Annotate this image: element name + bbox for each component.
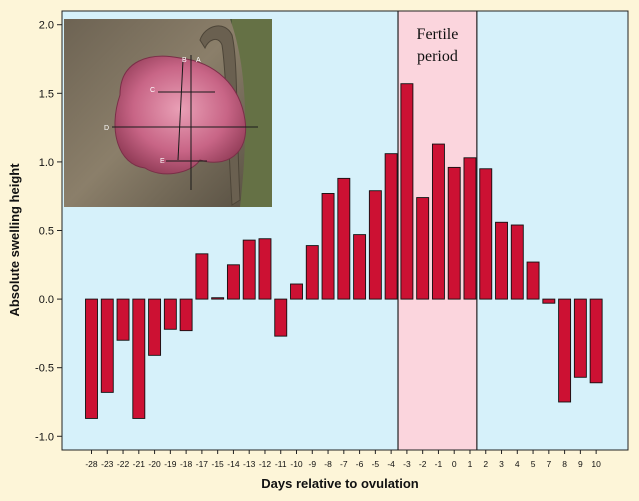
x-axis: -28 -23 -22 -21 -20 -19 -18 -17 -15 -14 -13 -12 -11-…: [85, 450, 601, 469]
bar-day--12: [258, 238, 272, 300]
bar-day--10: [290, 283, 303, 300]
photo-measure-label: E: [160, 158, 165, 165]
photo-measure-label: A: [196, 57, 201, 64]
y-tick-label: 0.0: [39, 294, 54, 306]
bar-day-1: [463, 157, 477, 300]
bar-day--13: [242, 239, 256, 300]
y-axis: 2.0 1.5 1.0 0.5 0.0 -0.5 -1.0: [35, 20, 62, 443]
bar-day--9: [305, 245, 319, 300]
x-tick-label: 5: [531, 459, 536, 469]
bar-day--8: [321, 193, 335, 300]
bar-day--3: [400, 83, 414, 300]
bar-day-9: [573, 298, 587, 378]
bar-day--14: [226, 264, 240, 300]
y-tick-label: -0.5: [35, 363, 54, 375]
bar-day--23: [100, 298, 114, 393]
bar-day--11: [274, 298, 288, 337]
bar-series: [85, 83, 603, 419]
y-axis-title: Absolute swelling height: [7, 163, 22, 317]
bar-day--21: [132, 298, 146, 419]
x-tick-label: -1: [435, 459, 443, 469]
x-tick-label: -14: [227, 459, 240, 469]
bar-day--1: [431, 143, 445, 300]
x-tick-label: 7: [546, 459, 551, 469]
x-tick-label: 2: [483, 459, 488, 469]
x-tick-label: 9: [578, 459, 583, 469]
photo-measure-label: D: [104, 125, 109, 132]
y-tick-label: 1.0: [39, 157, 54, 169]
x-tick-label: -13: [243, 459, 256, 469]
bar-day--6: [353, 234, 367, 300]
x-tick-label: 1: [468, 459, 473, 469]
bar-day--15: [211, 297, 225, 300]
x-tick-label: -22: [117, 459, 130, 469]
x-tick-label: 0: [452, 459, 457, 469]
x-tick-label: -8: [324, 459, 332, 469]
bar-day-4: [510, 224, 524, 300]
x-tick-label: -3: [403, 459, 411, 469]
photo-measure-label: C: [150, 87, 155, 94]
bar-day--20: [148, 298, 162, 356]
bar-day--19: [163, 298, 177, 330]
x-tick-label: 4: [515, 459, 520, 469]
bar-day--28: [85, 298, 98, 419]
x-tick-label: -21: [133, 459, 146, 469]
x-tick-label: -18: [180, 459, 193, 469]
x-tick-label: -20: [148, 459, 161, 469]
bar-day--22: [116, 298, 130, 341]
x-axis-title: Days relative to ovulation: [261, 476, 419, 491]
photo-measure-label: B: [182, 57, 187, 64]
x-tick-label: -12: [259, 459, 272, 469]
photo-measure-line: [177, 59, 184, 161]
x-tick-label: -7: [340, 459, 348, 469]
y-tick-label: 0.5: [39, 226, 54, 238]
bar-day--4: [384, 153, 398, 300]
bar-day-7: [542, 298, 556, 304]
x-tick-label: -9: [308, 459, 316, 469]
x-tick-label: -15: [212, 459, 225, 469]
bar-day-2: [479, 168, 493, 300]
fertile-period-label-line1: Fertile: [417, 26, 459, 43]
y-tick-label: 2.0: [39, 20, 54, 32]
x-tick-label: -4: [387, 459, 395, 469]
x-tick-label: -28: [85, 459, 98, 469]
bar-day--17: [195, 253, 209, 300]
inset-photo: B A C D E: [64, 19, 272, 207]
bar-day-5: [526, 261, 540, 300]
x-tick-label: 8: [562, 459, 567, 469]
y-tick-label: -1.0: [35, 431, 54, 443]
bar-day--18: [179, 298, 193, 332]
y-tick-label: 1.5: [39, 88, 54, 100]
x-tick-label: -10: [290, 459, 303, 469]
bar-day-3: [495, 221, 508, 300]
x-tick-label: -11: [275, 459, 287, 469]
x-tick-label: -17: [196, 459, 209, 469]
x-tick-label: -2: [419, 459, 427, 469]
x-tick-label: 10: [591, 459, 601, 469]
bar-day--7: [337, 177, 351, 300]
bar-day--2: [416, 197, 430, 300]
x-tick-label: -19: [164, 459, 177, 469]
x-tick-label: 3: [499, 459, 504, 469]
x-tick-label: -6: [356, 459, 364, 469]
bar-day-10: [589, 298, 603, 384]
x-tick-label: -23: [101, 459, 114, 469]
bar-day-8: [558, 298, 572, 403]
bar-day-0: [447, 166, 461, 300]
fertile-period-label-line2: period: [417, 48, 458, 65]
photo-tail: [199, 25, 241, 206]
bar-day--5: [368, 190, 382, 300]
x-tick-label: -5: [372, 459, 380, 469]
